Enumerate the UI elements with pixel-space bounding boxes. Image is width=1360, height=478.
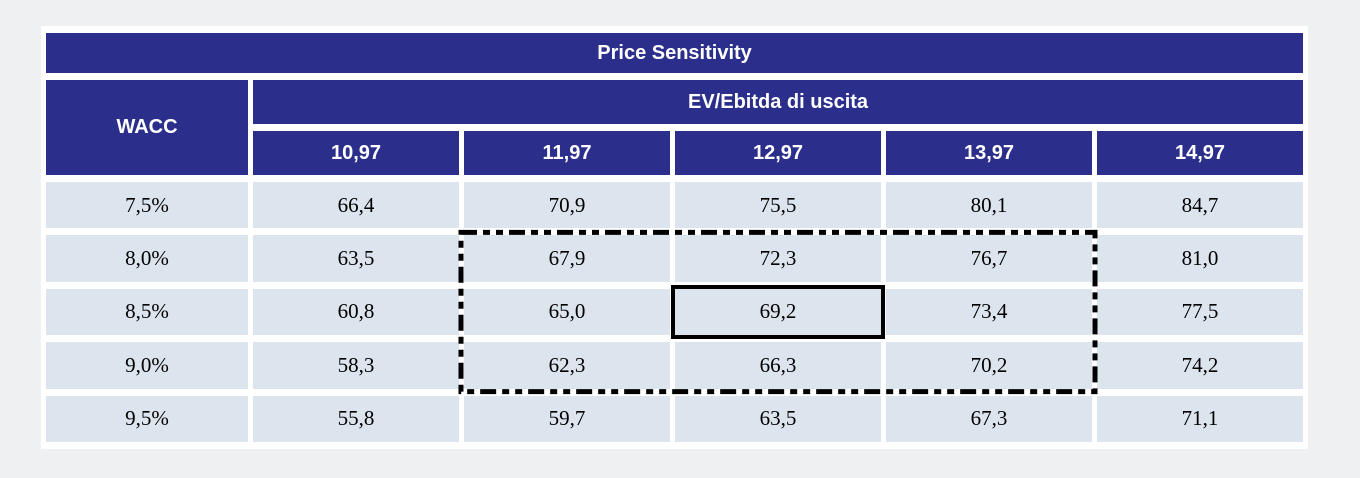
table-row: 7,5% 66,4 70,9 75,5 80,1 84,7 (46, 182, 1304, 229)
value-cell: 71,1 (1097, 395, 1304, 442)
column-header-1497: 14,97 (1097, 131, 1304, 175)
row-header-cell: 8,0% (46, 235, 248, 282)
value-cell: 60,8 (253, 288, 459, 336)
value-cell: 58,3 (253, 342, 459, 389)
value-cell: 76,7 (886, 235, 1092, 282)
column-axis-header: EV/Ebitda di uscita (253, 80, 1304, 124)
value-cell: 73,4 (886, 288, 1092, 336)
table-row: 9,5% 55,8 59,7 63,5 67,3 71,1 (46, 395, 1304, 442)
value-cell: 80,1 (886, 182, 1092, 229)
column-header-1397: 13,97 (886, 131, 1092, 175)
table-row: 9,0% 58,3 62,3 66,3 70,2 74,2 (46, 342, 1304, 389)
table-row: 8,0% 63,5 67,9 72,3 76,7 81,0 (46, 235, 1304, 282)
row-header-cell: 8,5% (46, 288, 248, 336)
table-row: 8,5% 60,8 65,0 69,2 73,4 77,5 (46, 288, 1304, 336)
value-cell: 55,8 (253, 395, 459, 442)
value-cell: 77,5 (1097, 288, 1304, 336)
value-cell: 67,3 (886, 395, 1092, 442)
value-cell: 66,4 (253, 182, 459, 229)
value-cell: 70,9 (464, 182, 670, 229)
value-cell: 74,2 (1097, 342, 1304, 389)
value-cell-base-case: 69,2 (675, 288, 881, 336)
value-cell: 59,7 (464, 395, 670, 442)
column-header-1197: 11,97 (464, 131, 670, 175)
value-cell: 75,5 (675, 182, 881, 229)
price-sensitivity-table: Price Sensitivity WACC EV/Ebitda di usci… (41, 26, 1308, 449)
value-cell: 66,3 (675, 342, 881, 389)
sensitivity-card: Price Sensitivity WACC EV/Ebitda di usci… (41, 26, 1308, 449)
column-header-1097: 10,97 (253, 131, 459, 175)
value-cell: 67,9 (464, 235, 670, 282)
row-header-cell: 7,5% (46, 182, 248, 229)
column-header-1297: 12,97 (675, 131, 881, 175)
wacc-axis-header: WACC (46, 80, 248, 175)
row-header-cell: 9,5% (46, 395, 248, 442)
value-cell: 84,7 (1097, 182, 1304, 229)
value-cell: 63,5 (253, 235, 459, 282)
value-cell: 62,3 (464, 342, 670, 389)
value-cell: 70,2 (886, 342, 1092, 389)
value-cell: 72,3 (675, 235, 881, 282)
value-cell: 63,5 (675, 395, 881, 442)
value-cell: 65,0 (464, 288, 670, 336)
row-header-cell: 9,0% (46, 342, 248, 389)
value-cell: 81,0 (1097, 235, 1304, 282)
table-title: Price Sensitivity (46, 33, 1304, 73)
